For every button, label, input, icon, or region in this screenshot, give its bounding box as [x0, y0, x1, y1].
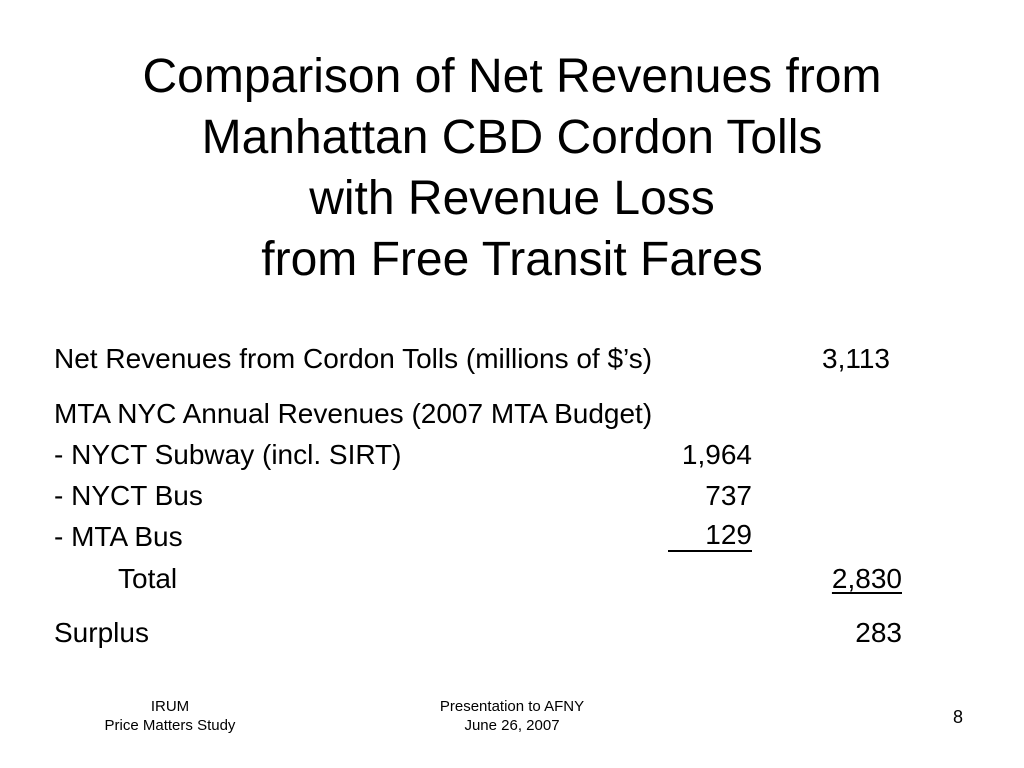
title-line-1: Comparison of Net Revenues from — [142, 50, 882, 103]
net-revenues-value: 3,113 — [822, 343, 890, 374]
mta-item-subway-label: - NYCT Subway (incl. SIRT) — [54, 439, 402, 470]
mta-item-mta-bus-label: - MTA Bus — [54, 521, 183, 552]
mta-revenues-header: MTA NYC Annual Revenues (2007 MTA Budget… — [54, 398, 653, 429]
title-line-2: Manhattan CBD Cordon Tolls — [201, 111, 823, 164]
title-line-4: from Free Transit Fares — [261, 233, 763, 286]
net-revenues-label: Net Revenues from Cordon Tolls (millions… — [54, 343, 653, 374]
footer-left-line-1: IRUM — [150, 698, 190, 715]
footer-center-line-1: Presentation to AFNY — [439, 698, 585, 715]
mta-item-mta-bus-value: 129 — [668, 520, 752, 552]
total-label: Total — [118, 563, 178, 594]
title-line-3: with Revenue Loss — [309, 172, 715, 225]
footer-center-line-2: June 26, 2007 — [464, 717, 560, 734]
surplus-value: 283 — [855, 617, 902, 648]
total-value: 2,830 — [831, 563, 902, 594]
slide-title: Comparison of Net Revenues from Manhatta… — [0, 46, 1024, 290]
surplus-label: Surplus — [54, 617, 149, 648]
page-number: 8 — [952, 707, 963, 727]
footer-center: Presentation to AFNY June 26, 2007 — [412, 697, 612, 735]
mta-item-nyct-bus-label: - NYCT Bus — [54, 480, 203, 511]
footer-left-line-2: Price Matters Study — [104, 717, 236, 734]
mta-item-nyct-bus-value: 737 — [705, 480, 752, 511]
footer-left: IRUM Price Matters Study — [80, 697, 260, 735]
mta-item-subway-value: 1,964 — [681, 439, 752, 470]
